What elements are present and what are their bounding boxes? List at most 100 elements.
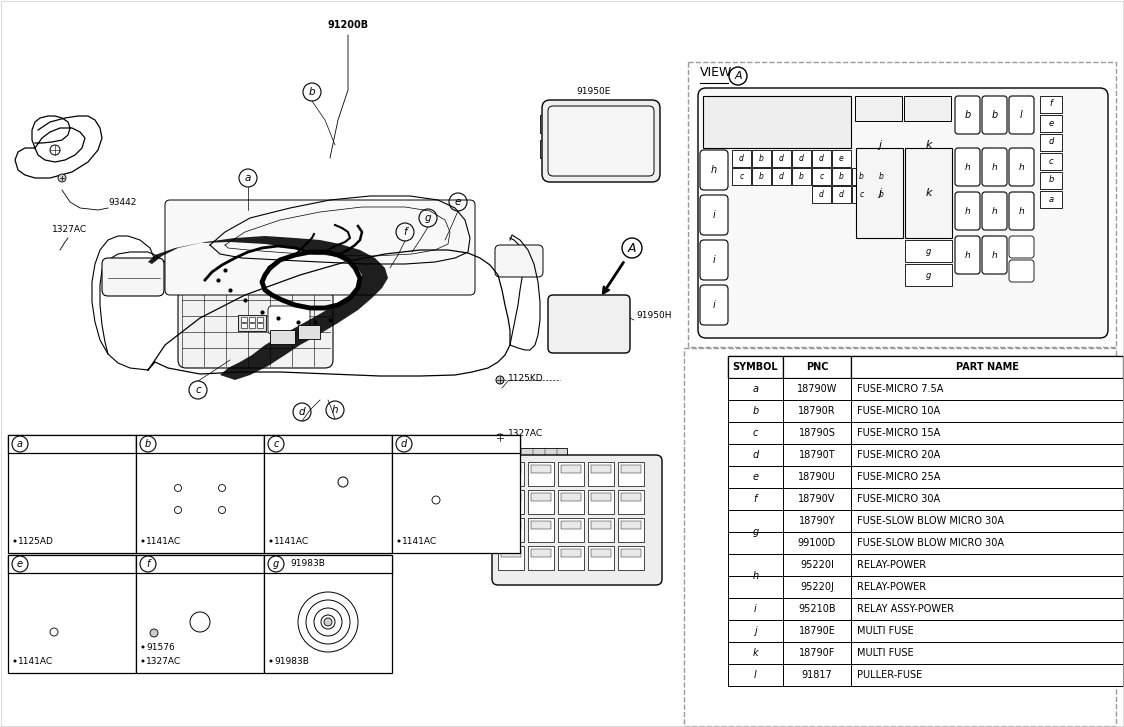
Text: e: e — [455, 197, 461, 207]
Bar — [498, 546, 524, 570]
Text: h: h — [991, 251, 997, 260]
Circle shape — [324, 618, 332, 626]
Text: b: b — [759, 172, 764, 181]
Text: j: j — [754, 626, 756, 636]
Text: j: j — [878, 188, 881, 198]
Text: RELAY-POWER: RELAY-POWER — [856, 582, 926, 592]
Circle shape — [58, 174, 66, 182]
Bar — [685, 348, 1116, 726]
Text: FUSE-MICRO 7.5A: FUSE-MICRO 7.5A — [856, 384, 943, 394]
Bar — [851, 400, 1123, 422]
Text: 18790E: 18790E — [798, 626, 835, 636]
Bar — [528, 518, 554, 542]
Bar — [752, 168, 771, 185]
Bar — [783, 620, 851, 642]
Text: FUSE-MICRO 10A: FUSE-MICRO 10A — [856, 406, 940, 416]
Bar — [772, 168, 791, 185]
Bar — [501, 465, 522, 473]
Bar — [8, 555, 136, 673]
Text: 95220I: 95220I — [800, 560, 834, 570]
Bar — [257, 317, 263, 322]
Bar — [558, 462, 584, 486]
Bar — [851, 532, 1123, 554]
Bar — [783, 642, 851, 664]
Text: c: c — [1049, 156, 1053, 166]
Bar — [783, 422, 851, 444]
Text: 91983B: 91983B — [290, 560, 325, 569]
Bar — [783, 532, 851, 554]
Bar — [250, 323, 255, 328]
Bar — [851, 576, 1123, 598]
Bar — [783, 356, 851, 378]
Circle shape — [496, 434, 504, 442]
Bar — [561, 549, 581, 557]
Bar — [528, 490, 554, 514]
FancyBboxPatch shape — [495, 245, 543, 277]
Text: b: b — [759, 154, 764, 163]
Bar — [728, 532, 783, 554]
FancyBboxPatch shape — [58, 462, 87, 476]
Bar — [851, 642, 1123, 664]
Bar — [528, 546, 554, 570]
Bar — [620, 493, 641, 501]
Circle shape — [149, 629, 158, 637]
Text: b: b — [991, 110, 998, 120]
Bar — [905, 148, 952, 238]
Bar — [728, 576, 783, 598]
Text: i: i — [754, 604, 756, 614]
Bar — [620, 521, 641, 529]
Text: RELAY-POWER: RELAY-POWER — [856, 560, 926, 570]
Bar — [591, 549, 611, 557]
Bar — [783, 466, 851, 488]
Bar — [540, 140, 550, 158]
Text: FUSE-MICRO 30A: FUSE-MICRO 30A — [856, 494, 940, 504]
FancyBboxPatch shape — [102, 258, 164, 296]
Text: SYMBOL: SYMBOL — [733, 362, 778, 372]
Text: b: b — [879, 190, 883, 199]
Text: 18790U: 18790U — [798, 472, 836, 482]
Bar — [851, 554, 1123, 576]
Text: d: d — [839, 190, 844, 199]
Bar — [851, 378, 1123, 400]
Bar — [492, 448, 566, 460]
Text: d: d — [799, 154, 804, 163]
FancyBboxPatch shape — [982, 148, 1007, 186]
Bar — [264, 555, 392, 673]
Bar — [618, 518, 644, 542]
Bar — [392, 435, 520, 553]
Bar — [783, 664, 851, 686]
Bar — [812, 168, 831, 185]
Bar — [812, 150, 831, 167]
Text: b: b — [879, 172, 883, 181]
Bar — [8, 435, 136, 453]
Text: d: d — [779, 172, 783, 181]
Bar — [588, 490, 614, 514]
Text: 1125AD: 1125AD — [18, 537, 54, 545]
Bar — [852, 168, 871, 185]
Bar — [783, 378, 851, 400]
FancyBboxPatch shape — [1009, 260, 1034, 282]
Text: b: b — [1049, 175, 1053, 185]
Bar — [792, 150, 812, 167]
Bar — [501, 493, 522, 501]
Text: b: b — [839, 172, 844, 181]
Text: 91576: 91576 — [146, 643, 174, 651]
Text: 1327AC: 1327AC — [508, 429, 543, 438]
Bar — [732, 150, 751, 167]
Text: i: i — [713, 300, 715, 310]
Text: d: d — [819, 190, 824, 199]
FancyBboxPatch shape — [700, 150, 728, 190]
Bar — [872, 168, 891, 185]
Bar — [728, 400, 783, 422]
Text: c: c — [196, 385, 201, 395]
Text: a: a — [1049, 195, 1053, 204]
Text: 1141AC: 1141AC — [402, 537, 437, 545]
Bar — [250, 317, 255, 322]
Bar — [783, 510, 851, 532]
Bar — [904, 96, 951, 121]
Text: 18790W: 18790W — [797, 384, 837, 394]
Circle shape — [142, 659, 145, 662]
Bar — [783, 400, 851, 422]
Bar — [832, 168, 851, 185]
Circle shape — [496, 376, 504, 384]
